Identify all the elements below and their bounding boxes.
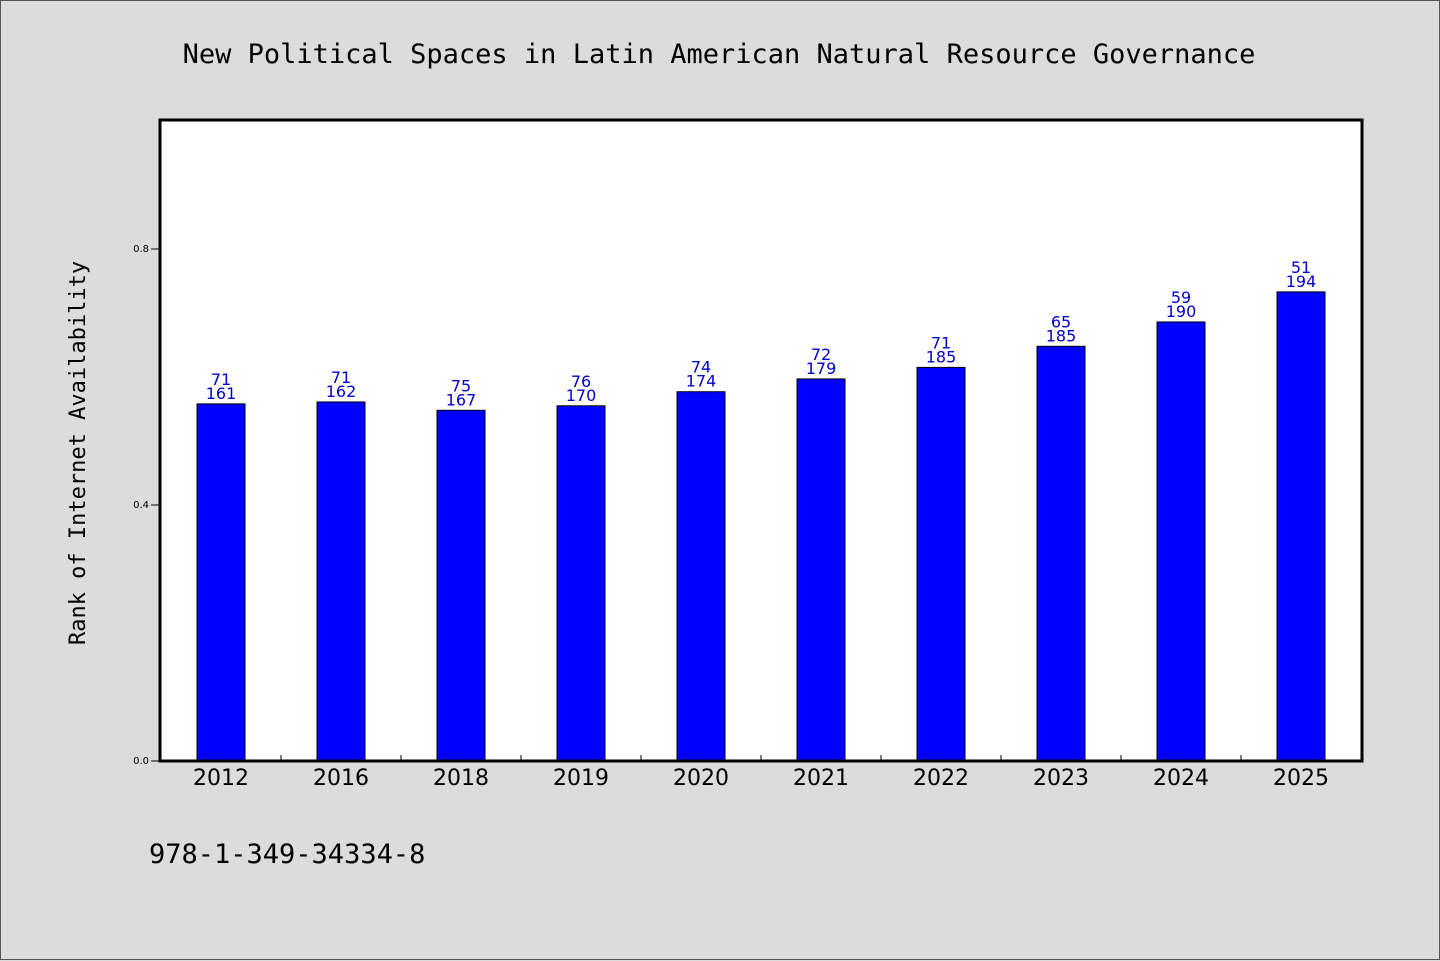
- data-label-bottom-2025: 194: [1286, 272, 1317, 291]
- data-label-top-2019: 76: [571, 372, 591, 391]
- data-label-top-2016: 71: [331, 368, 351, 387]
- bar-2025: [1276, 291, 1326, 762]
- plot-border: [158, 118, 1364, 763]
- y-axis-label: Rank of Internet Availability: [66, 261, 91, 645]
- data-label-top-2022: 71: [931, 333, 951, 352]
- data-label-bottom-2016: 162: [326, 382, 357, 401]
- bar-2018: [436, 409, 486, 762]
- bar-2023: [1036, 345, 1086, 762]
- data-label-top-2025: 51: [1291, 258, 1311, 277]
- data-label-top-2018: 75: [451, 376, 471, 395]
- data-label-top-2020: 74: [691, 358, 711, 377]
- data-label-bottom-2019: 170: [566, 386, 597, 405]
- x-tick-label-2025: 2025: [1273, 766, 1329, 791]
- bar-2021: [796, 378, 846, 762]
- data-label-bottom-2023: 185: [1046, 326, 1077, 345]
- x-tick-label-2019: 2019: [553, 766, 609, 791]
- x-tick-label-2023: 2023: [1033, 766, 1089, 791]
- data-label-top-2024: 59: [1171, 288, 1191, 307]
- bar-2016: [316, 401, 366, 762]
- x-tick-label-2022: 2022: [913, 766, 969, 791]
- x-tick-label-2020: 2020: [673, 766, 729, 791]
- bar-2024: [1156, 321, 1206, 762]
- x-tick-label-2012: 2012: [193, 766, 249, 791]
- data-label-bottom-2024: 190: [1166, 302, 1197, 321]
- x-tick-label-2016: 2016: [313, 766, 369, 791]
- isbn-text: 978-1-349-34334-8: [149, 839, 425, 870]
- data-label-top-2012: 71: [211, 370, 231, 389]
- data-label-bottom-2022: 185: [926, 347, 957, 366]
- x-tick-label-2018: 2018: [433, 766, 489, 791]
- data-label-bottom-2018: 167: [446, 390, 477, 409]
- data-label-top-2023: 65: [1051, 312, 1071, 331]
- bars-group: [196, 291, 1326, 762]
- y-ticks-group: 0.0 0.4 0.8: [133, 244, 161, 767]
- data-label-bottom-2020: 174: [686, 372, 717, 391]
- bar-2020: [676, 391, 726, 762]
- data-label-bottom-2021: 179: [806, 359, 837, 378]
- bar-2022: [916, 366, 966, 762]
- x-tick-label-2024: 2024: [1153, 766, 1209, 791]
- data-label-bottom-2012: 161: [206, 384, 237, 403]
- x-tick-label-2021: 2021: [793, 766, 849, 791]
- y-tick-label-0.8: 0.8: [133, 244, 149, 255]
- bar-2012: [196, 403, 246, 762]
- chart-title: New Political Spaces in Latin American N…: [183, 39, 1256, 70]
- y-tick-label-0.4: 0.4: [133, 500, 149, 511]
- x-ticks-group: 2012 2016 2018 2019 2020 2021 2022 2023 2024 2025: [193, 755, 1329, 791]
- y-tick-label-0.0: 0.0: [133, 756, 149, 767]
- bar-2019: [556, 405, 606, 762]
- data-label-top-2021: 72: [811, 345, 831, 364]
